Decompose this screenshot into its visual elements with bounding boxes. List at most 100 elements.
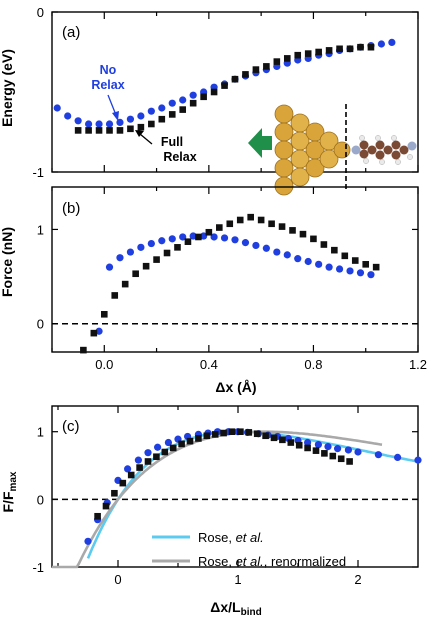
point-full-relax — [153, 256, 160, 263]
point-no-relax — [53, 104, 61, 112]
point-full-relax — [247, 213, 254, 221]
point-full-relax — [283, 55, 291, 62]
full-relax-arrow — [139, 133, 153, 145]
point-full-relax — [226, 220, 234, 228]
point-full-relax — [315, 48, 322, 56]
point-no-relax — [356, 269, 365, 277]
point-no-relax — [158, 104, 166, 112]
point-full-relax — [351, 257, 359, 264]
point-full-relax — [142, 262, 150, 270]
legend-label-rose: Rose, et al. — [198, 530, 264, 545]
inset-illustration — [248, 104, 417, 196]
point-no-relax — [220, 234, 229, 242]
point-no-relax — [304, 257, 312, 266]
point-full-relax — [205, 228, 213, 236]
point-full-relax — [203, 432, 211, 440]
point-full-relax — [237, 428, 244, 436]
point-no-relax — [283, 251, 291, 259]
point-full-relax — [158, 115, 166, 123]
point-no-relax — [134, 456, 142, 464]
point-no-relax — [154, 443, 162, 451]
green-arrow-icon — [248, 128, 272, 158]
y-tick-label: 1 — [37, 425, 44, 440]
x-tick-label: 0 — [114, 572, 121, 587]
x-tick-label: 1 — [234, 572, 241, 587]
point-no-relax — [334, 445, 342, 453]
point-full-relax — [116, 127, 124, 134]
point-no-relax — [231, 236, 239, 244]
point-no-relax — [210, 233, 218, 241]
full-relax-label-line1: Full — [161, 135, 183, 149]
point-full-relax — [184, 238, 192, 245]
point-full-relax — [211, 431, 219, 438]
point-no-relax — [344, 446, 352, 454]
point-full-relax — [325, 47, 333, 54]
point-no-relax — [414, 456, 422, 464]
point-no-relax — [137, 243, 145, 251]
point-full-relax — [195, 435, 202, 442]
point-full-relax — [186, 437, 194, 445]
point-full-relax — [121, 280, 129, 288]
no-relax-arrow — [107, 94, 117, 116]
point-full-relax — [132, 270, 139, 278]
point-no-relax — [126, 248, 135, 256]
point-full-relax — [321, 450, 328, 457]
no-relax-arrowhead — [112, 111, 119, 121]
point-full-relax — [178, 440, 185, 448]
point-no-relax — [388, 38, 396, 47]
point-no-relax — [147, 239, 155, 248]
point-full-relax — [310, 235, 317, 243]
point-full-relax — [163, 249, 171, 257]
no-relax-label-line1: No — [100, 63, 117, 77]
point-no-relax — [374, 451, 382, 459]
point-full-relax — [127, 471, 135, 479]
point-full-relax — [320, 241, 328, 248]
point-no-relax — [126, 115, 135, 123]
point-full-relax — [144, 458, 152, 465]
point-no-relax — [335, 265, 344, 273]
panel-a-ylabel: Energy (eV) — [0, 49, 15, 127]
point-full-relax — [270, 434, 278, 442]
point-full-relax — [102, 502, 110, 510]
point-full-relax — [119, 479, 127, 487]
point-full-relax — [137, 123, 145, 131]
point-full-relax — [278, 223, 286, 230]
panel-a-energy: Energy (eV) (a) 0 -1 — [0, 5, 419, 196]
point-no-relax — [189, 232, 197, 240]
point-no-relax — [137, 112, 145, 120]
point-no-relax — [95, 327, 103, 335]
point-full-relax — [210, 88, 218, 96]
point-no-relax — [252, 241, 260, 250]
point-no-relax — [325, 263, 333, 271]
point-full-relax — [299, 230, 307, 238]
point-full-relax — [253, 430, 261, 438]
point-no-relax — [315, 260, 323, 268]
point-full-relax — [289, 227, 296, 234]
x-tick-label: 1.2 — [409, 357, 427, 372]
point-full-relax — [111, 489, 118, 497]
point-no-relax — [273, 248, 281, 256]
point-no-relax — [158, 237, 166, 245]
point-full-relax — [111, 292, 119, 299]
point-no-relax — [394, 453, 402, 462]
point-no-relax — [164, 438, 172, 447]
point-full-relax — [231, 75, 239, 83]
point-full-relax — [106, 127, 113, 134]
point-full-relax — [153, 453, 160, 461]
plot-frame — [51, 11, 419, 173]
panel-c-ylabel: F/Fmax — [0, 471, 19, 512]
point-full-relax — [127, 125, 134, 133]
point-no-relax — [324, 442, 332, 451]
legend: Rose, et al. Rose, et al., renormalized — [152, 530, 346, 569]
point-full-relax — [372, 263, 380, 271]
point-full-relax — [80, 346, 87, 354]
point-full-relax — [228, 428, 236, 436]
point-full-relax — [90, 329, 98, 337]
point-no-relax — [124, 465, 132, 473]
panel-a-label: (a) — [62, 24, 80, 41]
x-tick-label: 0.8 — [304, 357, 322, 372]
point-full-relax — [336, 45, 343, 53]
point-full-relax — [279, 436, 286, 444]
point-no-relax — [304, 438, 312, 447]
plot-frame — [51, 405, 419, 568]
